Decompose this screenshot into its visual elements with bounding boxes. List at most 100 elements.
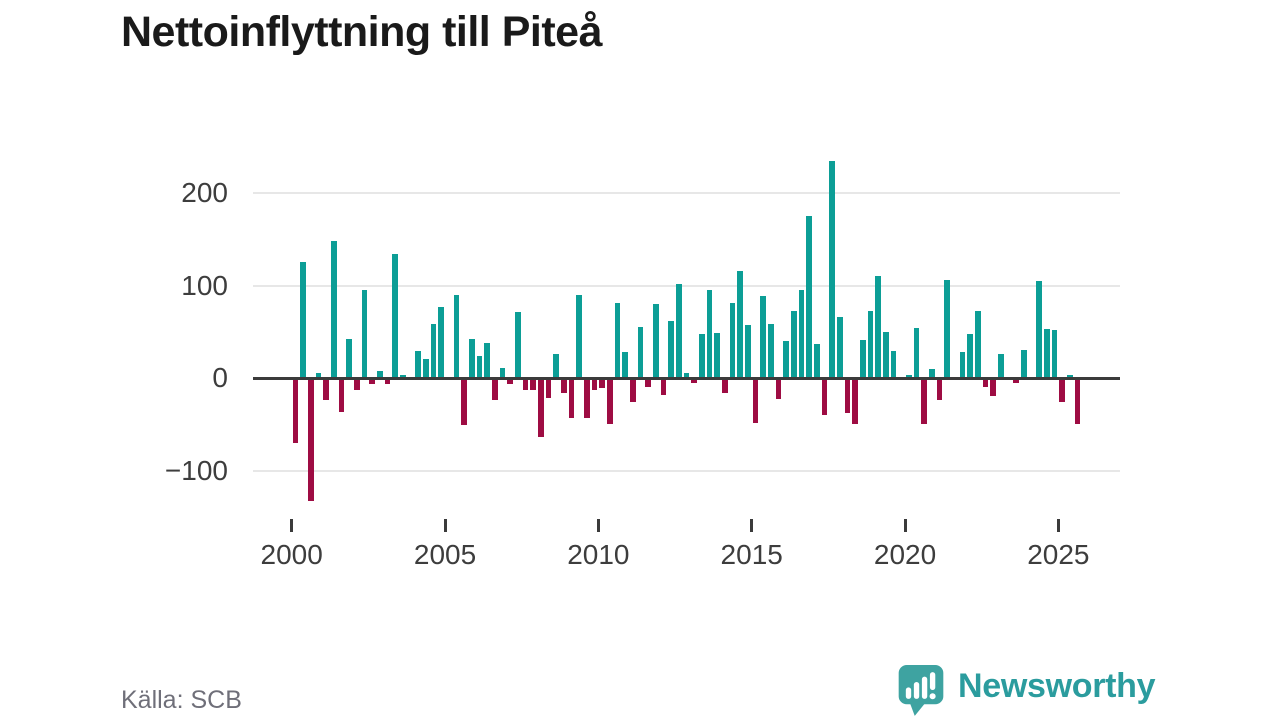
bar-2016-Q3 (798, 290, 805, 379)
y-axis-tick-label: −100 (164, 454, 228, 486)
bar-2004-Q2 (422, 358, 429, 379)
bar-2015-Q1 (752, 378, 759, 423)
bar-2006-Q4 (499, 368, 506, 379)
y-axis-tick-label: 200 (181, 177, 228, 209)
bar-2007-Q4 (530, 378, 536, 391)
bar-2008-Q1 (537, 378, 544, 437)
bar-2020-Q4 (928, 369, 935, 379)
bar-2023-Q4 (1020, 349, 1027, 379)
bar-2025-Q1 (1059, 378, 1065, 403)
bar-2017-Q3 (829, 160, 835, 379)
y-axis-tick-label: 0 (212, 362, 228, 394)
bar-2011-Q3 (645, 378, 651, 387)
chart-title: Nettoinflyttning till Piteå (121, 8, 602, 56)
bar-2009-Q1 (568, 378, 575, 419)
bar-2003-Q2 (392, 254, 398, 379)
bar-2007-Q3 (522, 378, 529, 391)
bar-2020-Q2 (913, 328, 920, 379)
bar-2006-Q1 (476, 356, 483, 379)
bar-2021-Q2 (944, 280, 950, 379)
newsworthy-logo-text: Newsworthy (958, 666, 1156, 705)
bar-2010-Q3 (614, 303, 621, 379)
bar-2011-Q4 (652, 304, 659, 379)
bar-2012-Q4 (683, 372, 690, 379)
bar-2002-Q1 (353, 378, 360, 391)
bar-2018-Q3 (859, 340, 866, 379)
bar-2015-Q2 (760, 295, 766, 379)
bar-2010-Q1 (599, 378, 605, 389)
y-axis-tick-label: 100 (181, 269, 228, 301)
x-axis-zero-line (253, 376, 1120, 380)
bar-2017-Q1 (813, 344, 820, 379)
bar-2024-Q4 (1051, 330, 1058, 379)
bar-2013-Q1 (691, 378, 697, 383)
bar-2017-Q2 (821, 378, 828, 416)
bar-2013-Q2 (698, 333, 705, 379)
bar-2014-Q1 (721, 378, 728, 394)
bar-2001-Q1 (323, 378, 329, 400)
bar-2019-Q1 (875, 275, 881, 379)
bar-2003-Q3 (399, 374, 406, 379)
bar-2022-Q1 (967, 333, 973, 379)
bar-2000-Q2 (300, 261, 306, 379)
x-axis-tick-label: 2020 (873, 539, 937, 570)
x-axis-tick-2010 (596, 519, 600, 532)
bar-2000-Q4 (315, 372, 322, 379)
bar-2008-Q2 (545, 378, 552, 398)
x-axis-tick-label: 2015 (720, 539, 783, 570)
bar-2016-Q4 (806, 215, 812, 379)
bar-2012-Q1 (660, 378, 667, 395)
gridline-y-100 (253, 284, 1120, 287)
x-axis-tick-label: 2025 (1027, 539, 1090, 570)
bar-2006-Q2 (484, 343, 490, 379)
bar-2001-Q4 (346, 338, 352, 379)
x-axis-tick-label: 2010 (567, 539, 630, 570)
bar-2009-Q2 (576, 295, 582, 379)
bar-2005-Q3 (461, 378, 467, 426)
bar-2004-Q4 (438, 307, 444, 379)
bar-2019-Q3 (890, 350, 897, 379)
bar-2012-Q3 (675, 283, 682, 379)
bar-2002-Q3 (369, 378, 375, 384)
bar-2017-Q4 (836, 317, 843, 379)
bar-2021-Q4 (959, 352, 966, 379)
bar-2023-Q3 (1013, 378, 1019, 383)
bar-2022-Q4 (990, 378, 996, 396)
x-axis-tick-2000 (290, 519, 294, 532)
bar-2011-Q2 (637, 326, 644, 379)
bar-2010-Q4 (622, 352, 628, 379)
bar-2004-Q1 (415, 350, 421, 379)
bar-2013-Q3 (706, 290, 713, 379)
bar-2021-Q1 (936, 378, 943, 400)
bar-2014-Q4 (744, 324, 751, 379)
bar-2020-Q1 (905, 374, 912, 379)
bar-2000-Q3 (307, 378, 314, 502)
bar-2024-Q2 (1036, 281, 1042, 379)
bar-2018-Q1 (844, 378, 851, 414)
bar-2015-Q3 (767, 323, 774, 379)
bar-2005-Q4 (468, 339, 475, 379)
bar-2009-Q4 (591, 378, 598, 391)
bar-2020-Q3 (921, 378, 927, 424)
bar-2015-Q4 (775, 378, 782, 399)
bar-2023-Q1 (997, 354, 1004, 379)
bar-2002-Q4 (376, 370, 383, 379)
newsworthy-logo: Newsworthy (896, 662, 1156, 718)
bar-2010-Q2 (606, 378, 613, 424)
x-axis-tick-2005 (443, 519, 447, 532)
bar-2012-Q2 (668, 320, 674, 379)
x-axis-tick-2015 (750, 519, 754, 532)
bar-2001-Q3 (338, 378, 345, 412)
bar-2025-Q2 (1066, 374, 1073, 379)
bar-2000-Q1 (292, 378, 299, 444)
bar-2008-Q3 (553, 354, 559, 379)
bar-2014-Q2 (729, 303, 736, 379)
bar-2006-Q3 (491, 378, 498, 400)
newsworthy-logo-icon (898, 665, 944, 716)
bar-2008-Q4 (560, 378, 567, 394)
x-axis-tick-label: 2000 (260, 539, 323, 570)
bar-2007-Q2 (514, 311, 521, 379)
gridline-y-200 (253, 192, 1120, 195)
